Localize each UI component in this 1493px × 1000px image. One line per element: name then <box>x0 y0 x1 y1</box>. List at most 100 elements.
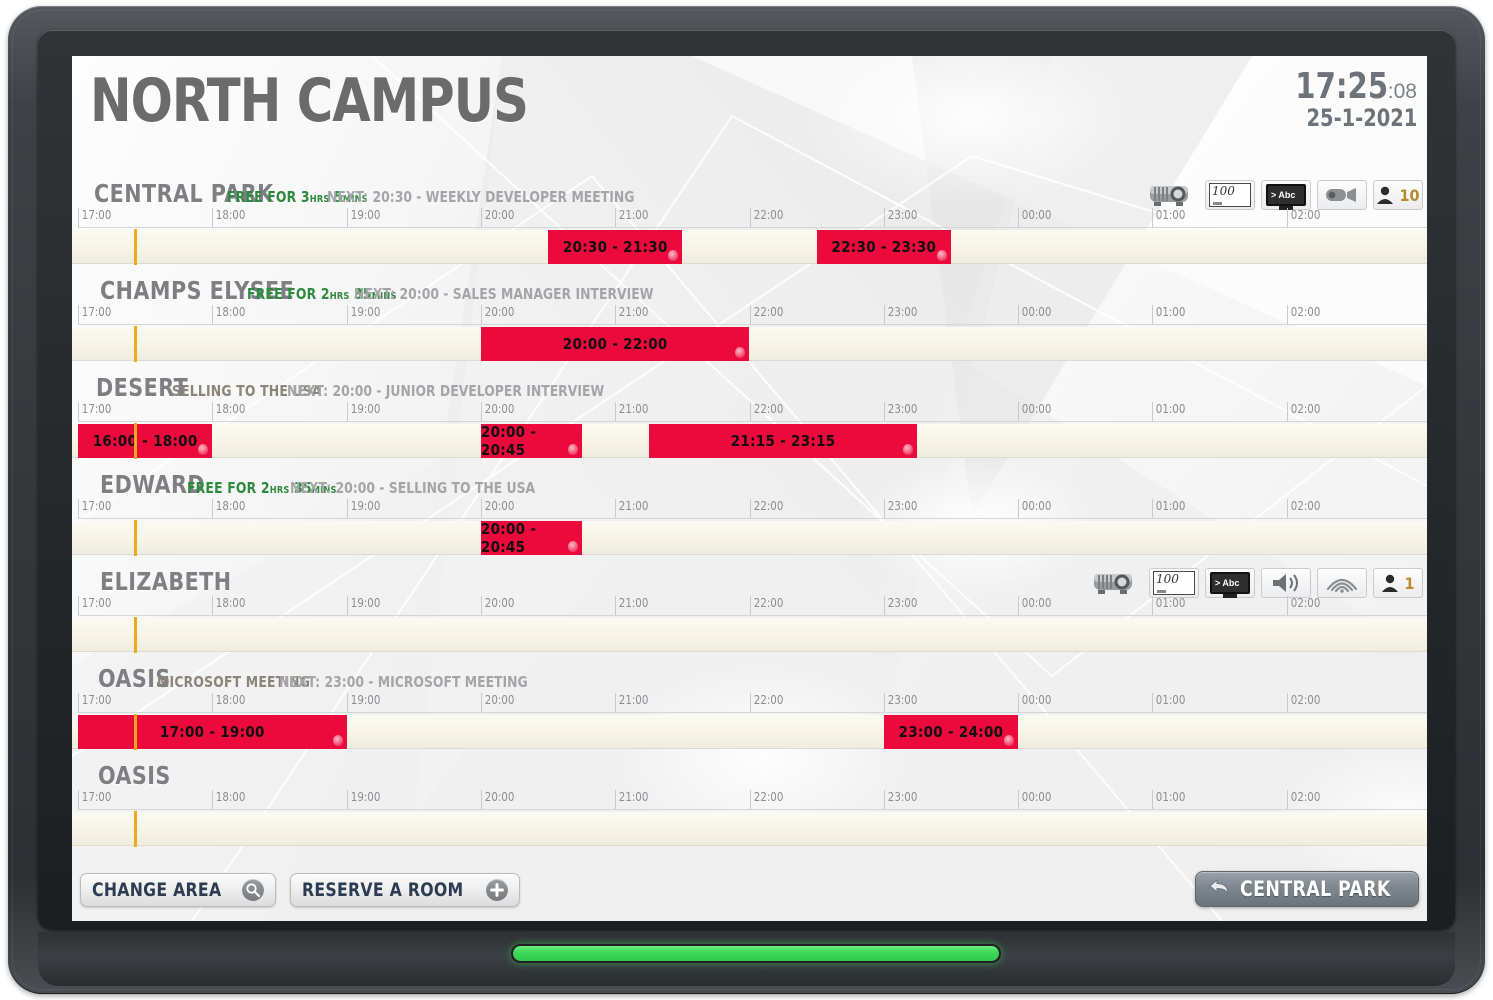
room-next-meeting: NEXT: 23:00 - MICROSOFT MEETING <box>279 673 528 691</box>
change-area-label: CHANGE AREA <box>92 879 222 901</box>
room-name: CENTRAL PARK <box>94 179 274 208</box>
timeline-track[interactable] <box>72 811 1427 847</box>
change-area-button[interactable]: CHANGE AREA <box>80 873 276 907</box>
axis-tick: 20:00 <box>480 305 514 325</box>
reserve-room-button[interactable]: RESERVE A ROOM <box>290 873 521 907</box>
axis-tick: 23:00 <box>883 790 917 810</box>
axis-tick: 02:00 <box>1286 596 1320 616</box>
axis-tick: 18:00 <box>212 305 246 325</box>
room-name: CHAMPS ELYSEE <box>100 276 295 305</box>
kiosk-device-shell: NORTH CAMPUS 17:25:08 25-1-2021 CENTRAL … <box>8 6 1485 994</box>
axis-tick: 19:00 <box>346 305 380 325</box>
axis-tick: 02:00 <box>1286 208 1320 228</box>
booking-block[interactable]: 23:00 - 24:00 <box>883 715 1019 749</box>
room-row[interactable]: OASIS 17:00 18:00 19:00 20:00 21:00 22:00 23:00… <box>72 758 1427 855</box>
axis-tick: 19:00 <box>346 402 380 422</box>
axis-tick: 19:00 <box>346 596 380 616</box>
axis-tick: 18:00 <box>212 790 246 810</box>
axis-tick: 01:00 <box>1152 693 1186 713</box>
timeline-axis: 17:00 18:00 19:00 20:00 21:00 22:00 23:00 00:00… <box>72 596 1427 616</box>
room-name: DESERT <box>96 373 189 402</box>
axis-tick: 22:00 <box>749 208 783 228</box>
timeline-track[interactable]: 16:00 - 18:00 20:00 - 20:45 21:15 - 23:15 <box>72 423 1427 459</box>
booking-gloss-icon <box>198 444 209 455</box>
booking-block[interactable]: 22:30 - 23:30 <box>816 230 951 264</box>
timeline-track[interactable] <box>72 617 1427 653</box>
booking-block[interactable]: 17:00 - 19:00 <box>78 715 347 749</box>
booking-gloss-icon <box>1004 735 1015 746</box>
axis-tick: 18:00 <box>212 208 246 228</box>
axis-tick: 22:00 <box>749 693 783 713</box>
timeline-track[interactable]: 20:30 - 21:30 22:30 - 23:30 <box>72 229 1427 265</box>
room-status-free: FREE FOR 2HRS 35MINS <box>247 285 397 303</box>
axis-tick: 21:00 <box>615 499 649 519</box>
axis-tick: 17:00 <box>78 596 111 616</box>
axis-tick: 22:00 <box>749 305 783 325</box>
axis-tick: 02:00 <box>1286 402 1320 422</box>
axis-tick: 01:00 <box>1152 499 1186 519</box>
reserve-room-label: RESERVE A ROOM <box>302 879 464 901</box>
room-row[interactable]: DESERT SELLING TO THE USA NEXT: 20:00 - JU… <box>72 370 1427 467</box>
axis-tick: 00:00 <box>1018 790 1051 810</box>
axis-tick: 23:00 <box>883 499 917 519</box>
axis-tick: 17:00 <box>78 499 111 519</box>
axis-tick: 20:00 <box>480 693 514 713</box>
axis-tick: 21:00 <box>615 402 649 422</box>
room-list: CENTRAL PARK FREE FOR 3HRS 5MINS NEXT: 20:… <box>72 176 1427 855</box>
back-arrow-icon <box>1206 876 1232 903</box>
capacity-icon: 10 <box>1373 180 1423 210</box>
axis-tick: 21:00 <box>615 790 649 810</box>
current-time-marker <box>134 811 137 847</box>
clock-date: 25-1-2021 <box>1306 104 1417 132</box>
timeline-axis: 17:00 18:00 19:00 20:00 21:00 22:00 23:00 00:00… <box>72 305 1427 325</box>
axis-tick: 17:00 <box>78 208 111 228</box>
search-icon <box>241 879 264 901</box>
timeline-track[interactable]: 20:00 - 20:45 <box>72 520 1427 556</box>
whiteboard-icon: 100 <box>1149 568 1199 598</box>
timeline-track[interactable]: 17:00 - 19:00 23:00 - 24:00 <box>72 714 1427 750</box>
current-time-marker <box>134 520 137 556</box>
room-header: CHAMPS ELYSEE FREE FOR 2HRS 35MINS NEXT: 2… <box>72 273 1427 305</box>
axis-tick: 20:00 <box>480 596 514 616</box>
axis-tick: 20:00 <box>480 208 514 228</box>
axis-tick: 02:00 <box>1286 305 1320 325</box>
axis-tick: 22:00 <box>749 596 783 616</box>
room-header: ELIZABETH 100 > Abc <box>72 564 1427 598</box>
booking-gloss-icon <box>936 250 947 261</box>
booking-block[interactable]: 20:00 - 20:45 <box>480 521 582 555</box>
axis-tick: 20:00 <box>480 402 514 422</box>
current-time-marker <box>134 229 137 265</box>
axis-tick: 19:00 <box>346 208 380 228</box>
projector-icon <box>1087 568 1143 598</box>
timeline-track[interactable]: 20:00 - 22:00 <box>72 326 1427 362</box>
room-row[interactable]: EDWARD FREE FOR 2HRS 35MINS NEXT: 20:00 - … <box>72 467 1427 564</box>
booking-block[interactable]: 20:00 - 22:00 <box>480 327 750 361</box>
booking-block[interactable]: 21:15 - 23:15 <box>648 424 918 458</box>
axis-tick: 17:00 <box>78 693 111 713</box>
whiteboard-icon: 100 <box>1205 180 1255 210</box>
room-row[interactable]: OASIS MICROSOFT MEETING NEXT: 23:00 - MICR… <box>72 661 1427 758</box>
timeline-axis: 17:00 18:00 19:00 20:00 21:00 22:00 23:00 00:00… <box>72 693 1427 713</box>
booking-block[interactable]: 16:00 - 18:00 <box>78 424 213 458</box>
booking-block[interactable]: 20:30 - 21:30 <box>548 230 683 264</box>
current-time-marker <box>134 617 137 653</box>
axis-tick: 22:00 <box>749 402 783 422</box>
capacity-value: 1 <box>1404 574 1415 593</box>
tv-screen-icon: > Abc <box>1205 568 1255 598</box>
screen: NORTH CAMPUS 17:25:08 25-1-2021 CENTRAL … <box>72 56 1427 921</box>
room-name: ELIZABETH <box>100 567 232 596</box>
axis-tick: 17:00 <box>78 305 111 325</box>
axis-tick: 01:00 <box>1152 305 1186 325</box>
axis-tick: 20:00 <box>480 790 514 810</box>
timeline-axis: 17:00 18:00 19:00 20:00 21:00 22:00 23:00 00:00… <box>72 402 1427 422</box>
axis-tick: 18:00 <box>212 499 246 519</box>
axis-tick: 00:00 <box>1018 402 1051 422</box>
room-row[interactable]: CHAMPS ELYSEE FREE FOR 2HRS 35MINS NEXT: 2… <box>72 273 1427 370</box>
booking-block[interactable]: 20:00 - 20:45 <box>480 424 582 458</box>
axis-tick: 00:00 <box>1018 499 1051 519</box>
room-header: EDWARD FREE FOR 2HRS 35MINS NEXT: 20:00 - … <box>72 467 1427 499</box>
room-amenities: 100 > Abc 1 <box>1087 568 1423 598</box>
room-row[interactable]: ELIZABETH 100 > Abc <box>72 564 1427 661</box>
room-row[interactable]: CENTRAL PARK FREE FOR 3HRS 5MINS NEXT: 20:… <box>72 176 1427 273</box>
back-to-room-button[interactable]: CENTRAL PARK <box>1195 871 1419 907</box>
